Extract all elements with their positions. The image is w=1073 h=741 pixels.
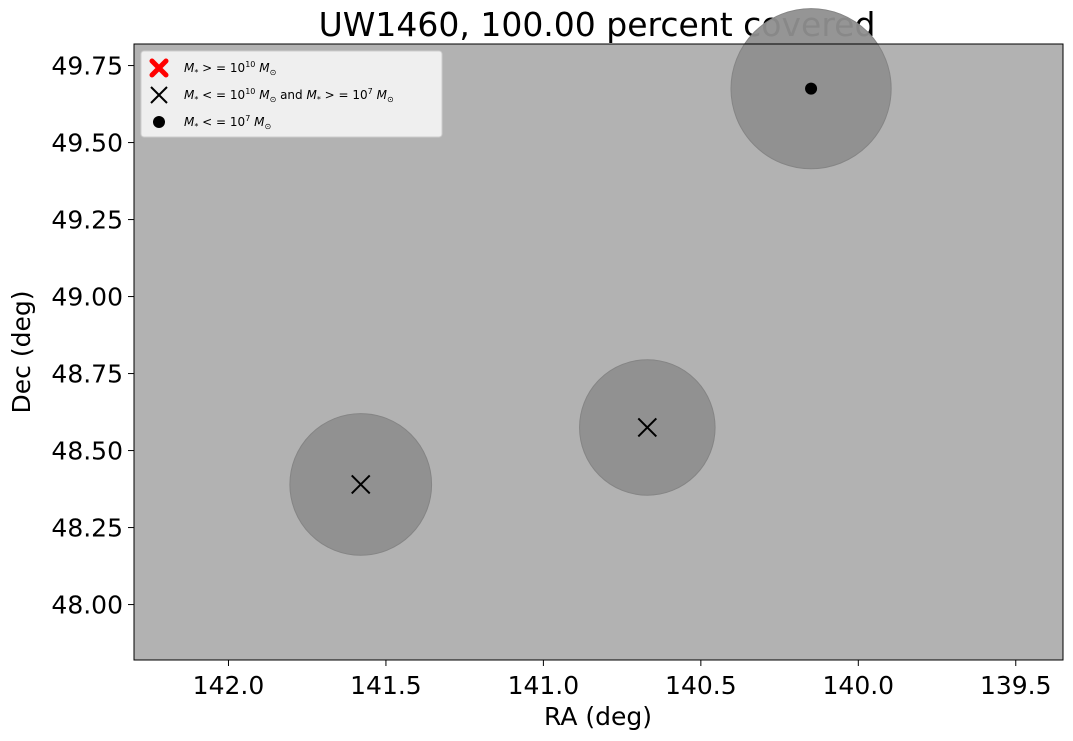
plot-frame (133, 43, 1064, 661)
legend-box (140, 50, 443, 138)
legend-red-x-marker (149, 58, 169, 78)
y-tick-label: 48.50 (51, 437, 123, 466)
y-axis-ticks: 48.00 48.25 48.50 48.75 49.00 49.25 49.50 49.75 (51, 52, 134, 620)
y-tick-label: 49.25 (51, 206, 123, 235)
legend-marker-high-mass (149, 58, 169, 78)
x-tick-label: 141.5 (350, 671, 422, 700)
x-tick-label: 142.0 (193, 671, 265, 700)
legend: M* > = 1010 M⊙ M* < = 1010 M⊙ and M* > =… (140, 50, 443, 138)
y-tick-label: 49.75 (51, 52, 123, 81)
legend-entry-mid-mass: M* < = 1010 M⊙ and M* > = 107 M⊙ (184, 87, 394, 104)
legend-dot-marker (153, 116, 165, 128)
y-tick-label: 49.50 (51, 129, 123, 158)
legend-entry-high-mass: M* > = 1010 M⊙ (184, 60, 276, 77)
data-point-x-marker-1 (637, 417, 658, 438)
data-point-dot-marker-0 (805, 82, 818, 95)
x-axis-ticks: 142.0 141.5 141.0 140.5 140.0 139.5 (193, 660, 1052, 700)
x-tick-label: 139.5 (980, 671, 1052, 700)
y-tick-label: 48.25 (51, 514, 123, 543)
legend-marker-mid-mass (150, 86, 168, 104)
y-axis-label: Dec (deg) (7, 291, 36, 414)
legend-black-x-marker (150, 86, 168, 104)
plot-area (134, 44, 1063, 660)
y-tick-label: 49.00 (51, 283, 123, 312)
legend-entry-low-mass: M* < = 107 M⊙ (184, 114, 271, 131)
y-tick-label: 48.00 (51, 591, 123, 620)
data-markers (351, 82, 818, 495)
y-tick-label: 48.75 (51, 360, 123, 389)
x-tick-label: 141.0 (508, 671, 580, 700)
x-tick-label: 140.5 (665, 671, 737, 700)
data-point-x-marker-0 (351, 474, 371, 495)
x-axis-label: RA (deg) (544, 702, 652, 731)
x-tick-label: 140.0 (823, 671, 895, 700)
